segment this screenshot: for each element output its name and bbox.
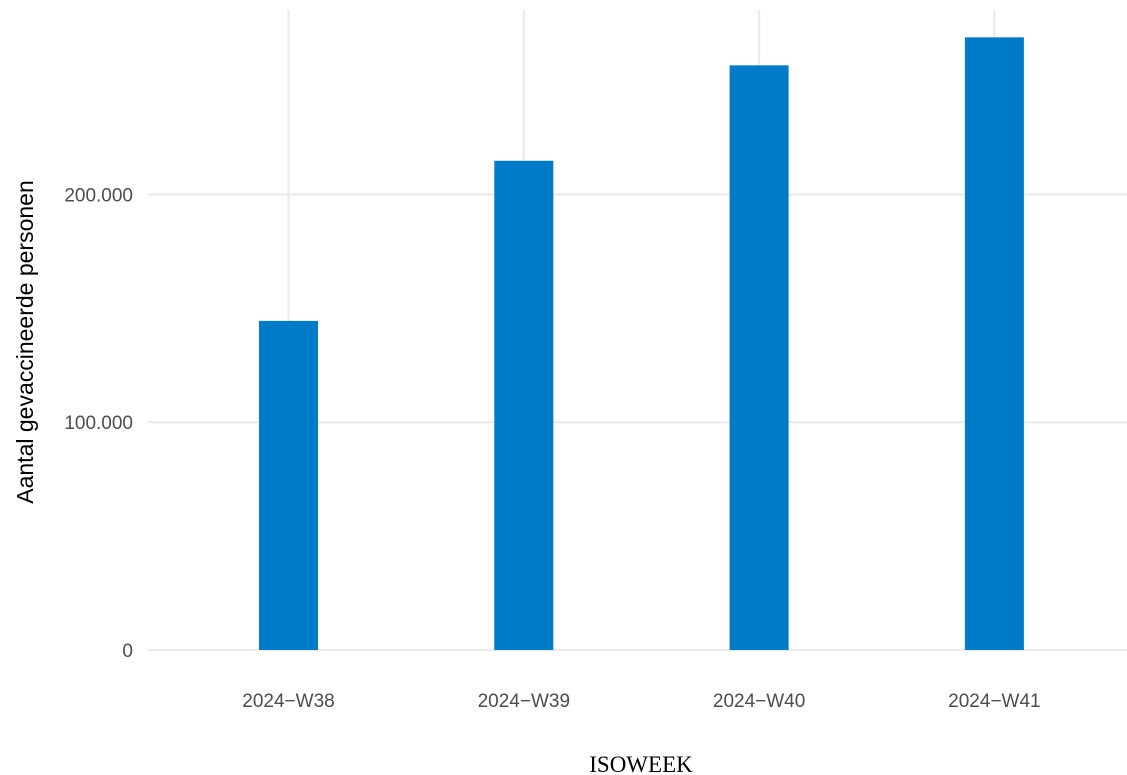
bar bbox=[259, 320, 318, 650]
x-tick-label: 2024−W41 bbox=[948, 691, 1040, 712]
x-tick-label: 2024−W39 bbox=[478, 691, 570, 712]
bar bbox=[964, 37, 1024, 651]
y-tick-labels: 0 100.000 200.000 bbox=[64, 185, 133, 662]
x-axis-title: ISOWEEK bbox=[589, 752, 693, 775]
y-tick-label: 200.000 bbox=[64, 185, 133, 206]
x-tick-labels: 2024−W38 2024−W39 2024−W40 2024−W41 bbox=[242, 691, 1040, 712]
y-tick-label: 0 bbox=[122, 641, 133, 662]
x-tick-label: 2024−W40 bbox=[713, 691, 805, 712]
bar bbox=[494, 160, 554, 650]
x-tick-label: 2024−W38 bbox=[242, 691, 334, 712]
bar-layer bbox=[259, 37, 1024, 651]
y-axis-title: Aantal gevaccineerde personen bbox=[12, 180, 38, 504]
y-tick-label: 100.000 bbox=[64, 413, 133, 434]
bar bbox=[729, 65, 789, 650]
